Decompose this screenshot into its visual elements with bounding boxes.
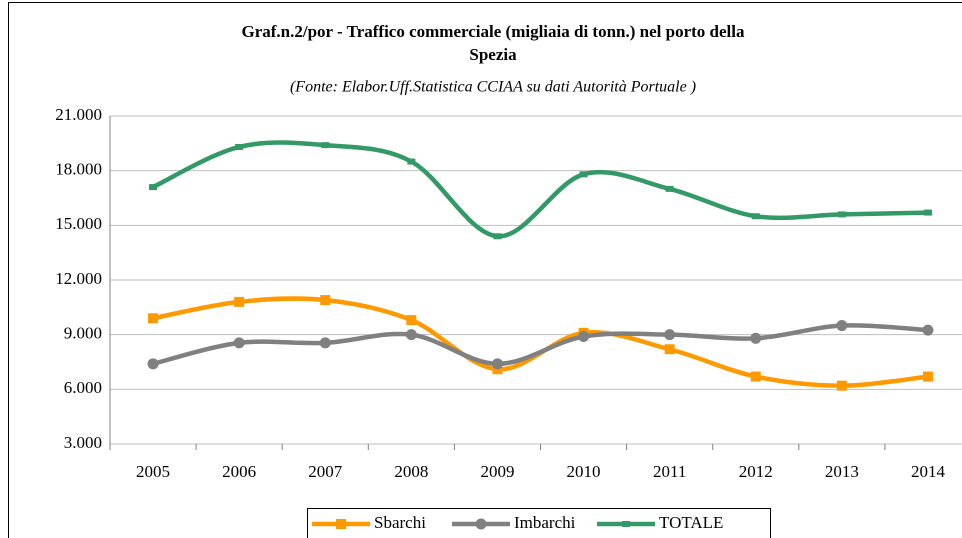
data-point xyxy=(923,209,932,216)
y-tick-label: 3.000 xyxy=(64,433,102,452)
data-point xyxy=(665,185,674,192)
data-point xyxy=(751,213,760,220)
data-point xyxy=(148,313,159,324)
chart-subtitle: (Fonte: Elabor.Uff.Statistica CCIAA su d… xyxy=(290,79,696,96)
series-line xyxy=(152,323,929,367)
data-point xyxy=(235,143,244,150)
x-tick-label: 2008 xyxy=(394,462,428,481)
data-point xyxy=(922,371,933,382)
x-tick-label: 2009 xyxy=(480,462,514,481)
data-point xyxy=(491,358,503,370)
x-tick-label: 2012 xyxy=(739,462,773,481)
legend-marker xyxy=(622,521,630,527)
y-tick-label: 6.000 xyxy=(64,378,102,397)
data-point xyxy=(405,329,417,341)
y-tick-label: 15.000 xyxy=(55,214,102,233)
legend-marker xyxy=(336,519,346,529)
x-tick-label: 2007 xyxy=(308,462,343,481)
data-point xyxy=(407,158,416,165)
data-point xyxy=(149,184,158,191)
data-point xyxy=(147,358,159,370)
legend-marker xyxy=(475,518,487,530)
y-tick-label: 9.000 xyxy=(64,324,102,343)
y-tick-label: 12.000 xyxy=(55,269,102,288)
data-point xyxy=(837,211,846,218)
x-tick-label: 2013 xyxy=(825,462,859,481)
data-point xyxy=(321,142,330,149)
data-point xyxy=(493,233,502,240)
x-tick-label: 2014 xyxy=(911,462,946,481)
legend-label: Sbarchi xyxy=(374,513,426,532)
series-line xyxy=(152,140,928,239)
y-tick-label: 18.000 xyxy=(55,160,102,179)
x-tick-label: 2010 xyxy=(567,462,601,481)
data-point xyxy=(233,337,245,349)
x-tick-label: 2011 xyxy=(653,462,686,481)
data-point xyxy=(836,380,847,391)
legend: Sbarchi Imbarchi TOTALE xyxy=(307,508,771,538)
legend-label: Imbarchi xyxy=(514,513,576,532)
data-point xyxy=(750,332,762,344)
data-point xyxy=(750,371,761,382)
data-point xyxy=(578,330,590,342)
y-tick-label: 21.000 xyxy=(55,105,102,124)
data-point xyxy=(836,320,848,332)
chart-border xyxy=(8,2,962,538)
data-point xyxy=(319,337,331,349)
data-point xyxy=(922,324,934,336)
legend-label: TOTALE xyxy=(659,513,723,532)
data-point xyxy=(406,315,417,326)
data-point xyxy=(664,344,675,355)
data-point xyxy=(234,296,245,307)
x-tick-label: 2006 xyxy=(222,462,256,481)
x-tick-label: 2005 xyxy=(136,462,170,481)
data-point xyxy=(664,329,676,341)
data-point xyxy=(579,171,588,178)
chart-title: Graf.n.2/por - Traffico commerciale (mig… xyxy=(241,22,745,64)
data-point xyxy=(320,295,331,306)
legend-box xyxy=(307,508,771,538)
